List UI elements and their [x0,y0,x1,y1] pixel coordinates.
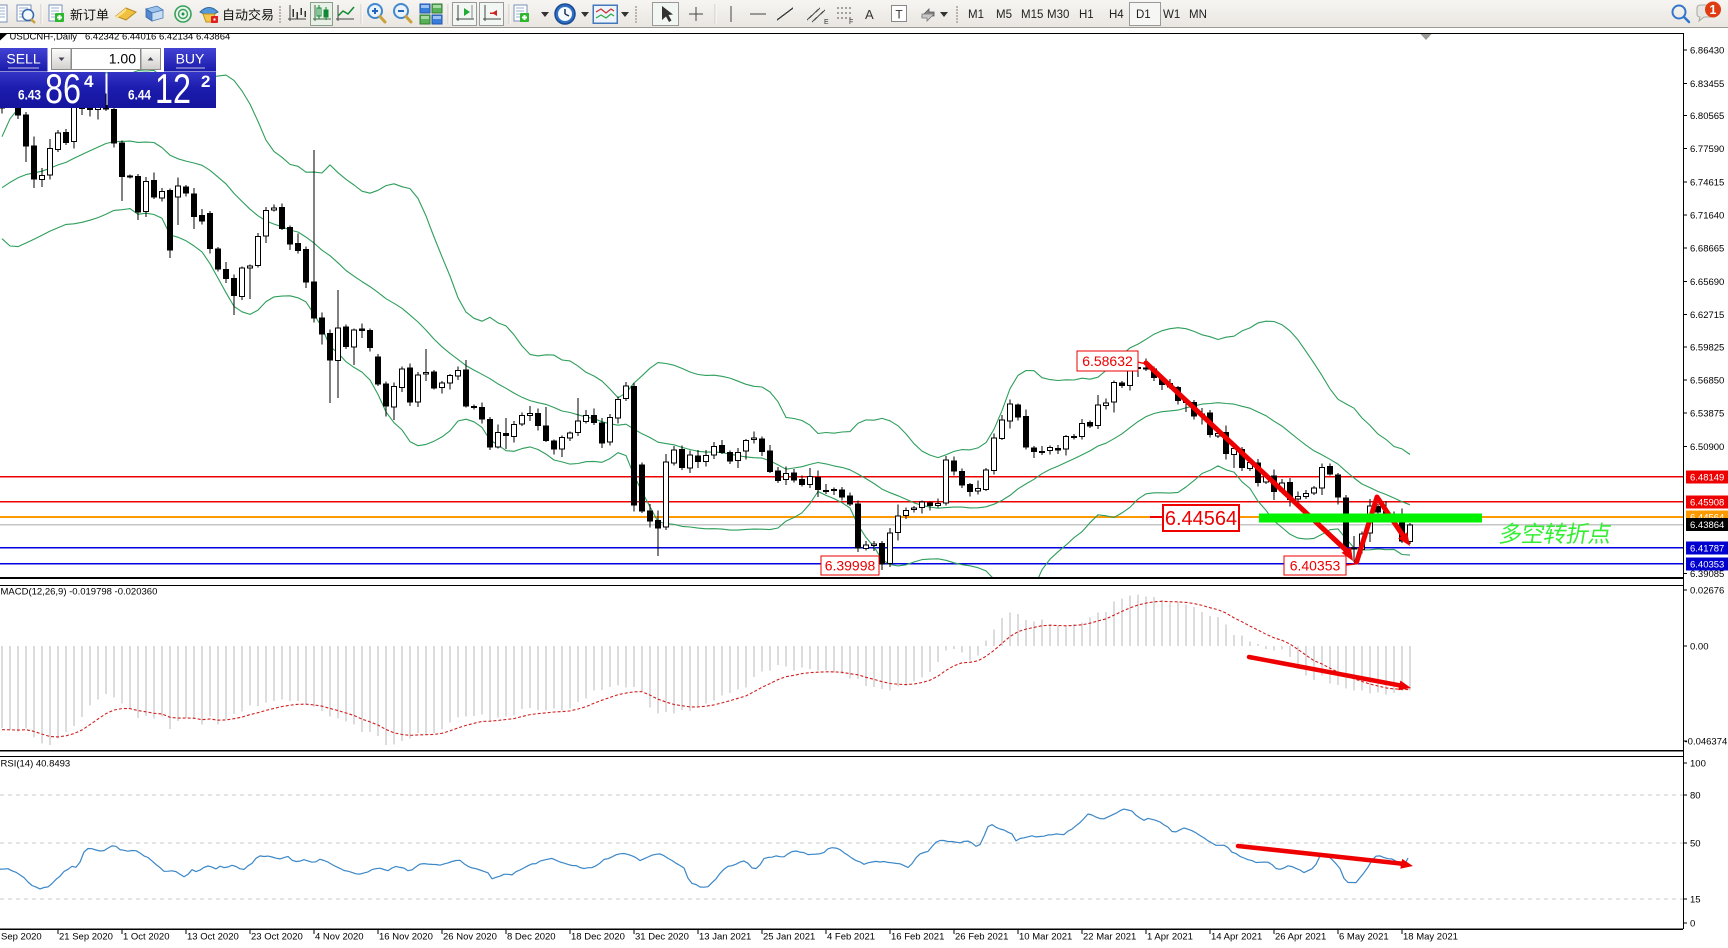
svg-text:6.80565: 6.80565 [1690,111,1724,122]
svg-text:MACD(12,26,9) -0.019798 -0.020: MACD(12,26,9) -0.019798 -0.020360 [1,587,158,598]
svg-text:6.50900: 6.50900 [1690,442,1724,453]
svg-text:22 Mar 2021: 22 Mar 2021 [1083,932,1136,943]
svg-text:0.02676: 0.02676 [1690,586,1724,597]
svg-text:D1: D1 [1136,9,1151,21]
svg-text:26 Nov 2020: 26 Nov 2020 [443,932,497,943]
svg-text:6.62715: 6.62715 [1690,310,1724,321]
svg-text:16 Nov 2020: 16 Nov 2020 [379,932,433,943]
svg-text:6.39085: 6.39085 [1690,569,1724,580]
svg-text:4 Feb 2021: 4 Feb 2021 [827,932,875,943]
svg-text:10 Mar 2021: 10 Mar 2021 [1019,932,1072,943]
svg-text:W1: W1 [1163,9,1180,21]
svg-text:M5: M5 [996,9,1012,21]
svg-text:0: 0 [1690,919,1695,930]
svg-text:0.00: 0.00 [1690,642,1709,653]
svg-text:1 Oct 2020: 1 Oct 2020 [123,932,169,943]
svg-text:26 Feb 2021: 26 Feb 2021 [955,932,1008,943]
svg-text:8 Dec 2020: 8 Dec 2020 [507,932,556,943]
svg-text:4: 4 [84,72,94,91]
svg-text:6.48149: 6.48149 [1690,472,1724,483]
svg-text:6.68665: 6.68665 [1690,244,1724,255]
svg-text:6.43: 6.43 [18,88,41,103]
svg-text:RSI(14) 40.8493: RSI(14) 40.8493 [1,759,71,770]
svg-text:M15: M15 [1021,9,1043,21]
svg-text:6.58632: 6.58632 [1082,353,1133,369]
svg-text:2: 2 [201,72,210,91]
svg-text:31 Dec 2020: 31 Dec 2020 [635,932,689,943]
svg-text:M30: M30 [1047,9,1069,21]
svg-text:BUY: BUY [176,51,205,67]
svg-text:-0.046374: -0.046374 [1685,737,1728,748]
svg-text:25 Jan 2021: 25 Jan 2021 [763,932,815,943]
svg-text:6.71640: 6.71640 [1690,211,1724,222]
svg-text:T: T [895,8,903,22]
svg-text:6.39998: 6.39998 [825,558,876,574]
svg-text:6.83455: 6.83455 [1690,79,1724,90]
svg-text:100: 100 [1690,759,1706,770]
svg-text:80: 80 [1690,791,1701,802]
svg-text:H1: H1 [1079,9,1094,21]
svg-text:E: E [824,19,829,26]
svg-text:12: 12 [155,65,191,112]
svg-text:6.44: 6.44 [128,88,151,103]
svg-text:6.59825: 6.59825 [1690,342,1724,353]
svg-text:SELL: SELL [6,51,40,67]
svg-text:1: 1 [1710,3,1717,17]
svg-text:15: 15 [1690,895,1701,906]
svg-text:Sep 2020: Sep 2020 [1,932,42,943]
svg-text:16 Feb 2021: 16 Feb 2021 [891,932,944,943]
svg-text:6.42342 6.44016 6.42134 6.4386: 6.42342 6.44016 6.42134 6.43864 [85,32,230,43]
svg-text:6.44564: 6.44564 [1690,512,1724,523]
svg-text:86: 86 [45,65,81,112]
svg-text:14 Apr 2021: 14 Apr 2021 [1211,932,1262,943]
svg-text:6.41787: 6.41787 [1690,543,1724,554]
svg-text:USDCNH-,Daily: USDCNH-,Daily [10,32,78,43]
svg-text:21 Sep 2020: 21 Sep 2020 [59,932,113,943]
svg-text:6.77590: 6.77590 [1690,144,1724,155]
svg-text:26 Apr 2021: 26 Apr 2021 [1275,932,1326,943]
svg-text:6.65690: 6.65690 [1690,277,1724,288]
svg-text:1.00: 1.00 [109,51,136,67]
svg-text:6.74615: 6.74615 [1690,177,1724,188]
svg-text:18 May 2021: 18 May 2021 [1403,932,1458,943]
svg-text:MN: MN [1189,9,1207,21]
svg-text:6.43864: 6.43864 [1690,520,1724,531]
svg-text:6.86430: 6.86430 [1690,46,1724,57]
svg-text:6.53875: 6.53875 [1690,409,1724,420]
svg-text:1 Apr 2021: 1 Apr 2021 [1147,932,1193,943]
svg-text:H4: H4 [1109,9,1124,21]
svg-text:M1: M1 [968,9,984,21]
svg-text:6.56850: 6.56850 [1690,375,1724,386]
svg-text:6 May 2021: 6 May 2021 [1339,932,1389,943]
svg-text:6.40353: 6.40353 [1690,559,1724,570]
svg-text:4 Nov 2020: 4 Nov 2020 [315,932,364,943]
svg-text:23 Oct 2020: 23 Oct 2020 [251,932,303,943]
svg-text:6.45908: 6.45908 [1690,497,1724,508]
svg-text:18 Dec 2020: 18 Dec 2020 [571,932,625,943]
svg-text:13 Jan 2021: 13 Jan 2021 [699,932,751,943]
svg-text:13 Oct 2020: 13 Oct 2020 [187,932,239,943]
svg-text:50: 50 [1690,839,1701,850]
svg-text:F: F [849,19,853,26]
svg-text:A: A [865,7,874,22]
svg-text:6.40353: 6.40353 [1290,558,1341,574]
svg-text:6.44564: 6.44564 [1165,508,1237,530]
